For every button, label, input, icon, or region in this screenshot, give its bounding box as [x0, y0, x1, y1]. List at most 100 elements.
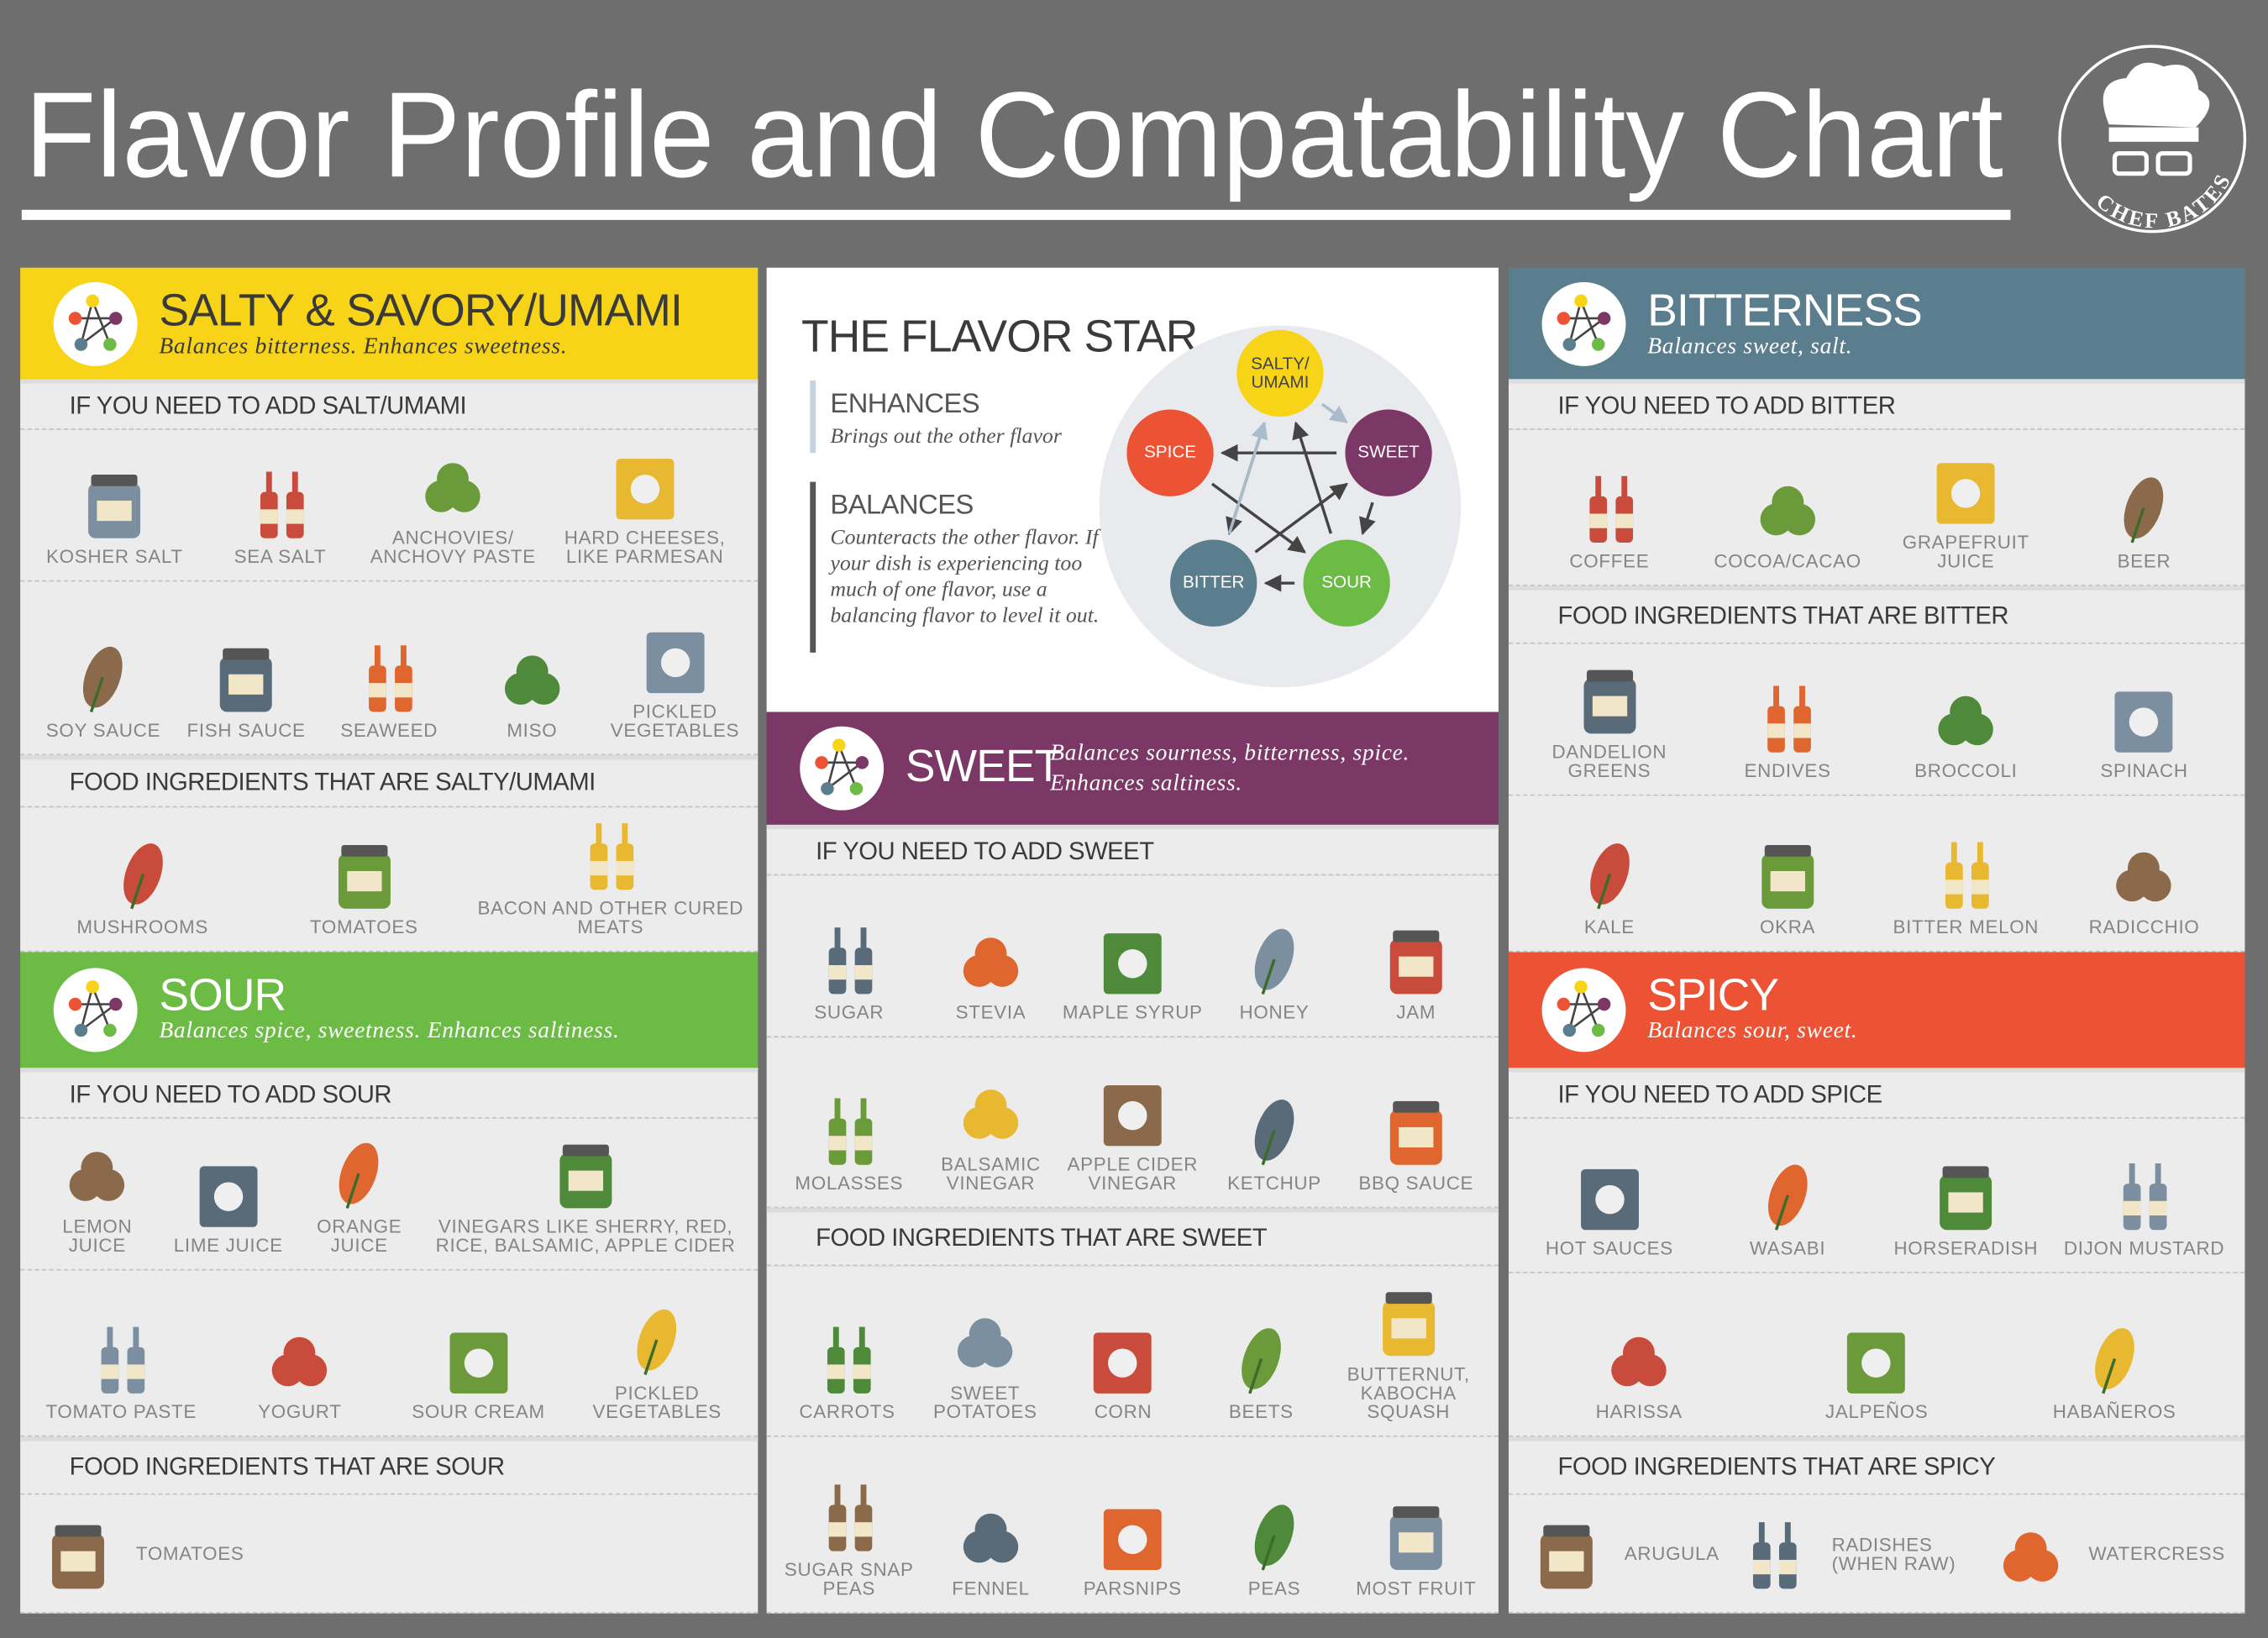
badge-link — [80, 300, 94, 344]
star-node-label: SWEET — [1357, 441, 1420, 462]
flavor-header: SPICY Balances sour, sweet. — [1508, 952, 2245, 1068]
icon — [1241, 1328, 1281, 1394]
item-label: SEAWEED — [340, 719, 438, 741]
item-label: FENNEL — [952, 1577, 1030, 1599]
star-node-label: SALTY/ UMAMI — [1251, 353, 1310, 392]
icon — [1589, 843, 1630, 910]
item-label: LEMON JUICE — [62, 1215, 133, 1257]
icon — [1094, 1332, 1152, 1394]
icon-stem — [346, 1173, 361, 1209]
item-label: KOSHER SALT — [46, 545, 183, 568]
icon-label — [369, 683, 386, 698]
item: HONEY — [1204, 921, 1346, 1021]
icon — [199, 1166, 258, 1227]
icon-label — [260, 509, 277, 524]
icon — [338, 845, 391, 909]
item: TOMATOES — [32, 1515, 747, 1591]
flavor-title: BITTERNESS — [1647, 285, 1922, 336]
badge-link — [80, 1003, 117, 1032]
item-label: JALPEÑOS — [1824, 1400, 1929, 1423]
icon-label — [346, 871, 381, 892]
item-row: TOMATO PASTE YOGURT SOUR CREAM PICKLED VEGE… — [20, 1270, 759, 1437]
icon — [590, 823, 634, 890]
icon — [1938, 696, 1994, 746]
item-row: SUGAR STEVIA MAPLE SYRUP HONEY JAM — [766, 875, 1499, 1038]
icon-label — [1614, 513, 1633, 528]
item-label: JAM — [1396, 1001, 1436, 1023]
badge-link — [1579, 299, 1599, 344]
item-label: SUGAR — [814, 1001, 885, 1023]
title-underline — [21, 209, 2011, 220]
icon-mark — [660, 648, 690, 678]
page-title: Flavor Profile and Compatability Chart — [24, 66, 2003, 202]
item-label: YOGURT — [258, 1400, 342, 1423]
icon-label — [127, 1364, 144, 1379]
icon-neck — [834, 927, 841, 951]
item: BACON AND OTHER CURED MEATS — [475, 817, 746, 937]
item: SOUR CREAM — [389, 1321, 568, 1421]
icon — [449, 1332, 507, 1394]
icon-neck — [834, 1484, 841, 1508]
item-label: ENDIVES — [1744, 759, 1831, 782]
item-label: BUTTERNUT, KABOCHA SQUASH — [1347, 1362, 1470, 1423]
star-node — [1345, 409, 1432, 496]
item: GRAPEFRUIT JUICE — [1877, 451, 2055, 570]
badge-link — [827, 761, 864, 790]
item: SOY SAUCE — [32, 639, 175, 739]
icon — [1254, 928, 1294, 995]
item-row: TOMATOES — [20, 1494, 759, 1614]
icon-stem — [1261, 958, 1276, 995]
item-label: WATERCRESS — [2088, 1542, 2225, 1565]
item: BEETS — [1192, 1321, 1330, 1421]
icon-leaf — [1589, 843, 1630, 905]
icon — [1389, 1100, 1442, 1165]
icon — [828, 927, 873, 995]
item-label: KETCHUP — [1227, 1172, 1321, 1194]
icon-label — [1588, 513, 1607, 528]
item: APPLE CIDER VINEGAR — [1062, 1074, 1204, 1192]
section-heading: IF YOU NEED TO ADD SOUR — [20, 1068, 759, 1119]
icon-neck — [1772, 685, 1779, 710]
icon — [1580, 1168, 1639, 1231]
star-node — [1126, 409, 1214, 496]
icon — [1389, 1506, 1442, 1571]
flavor-badge — [800, 726, 885, 811]
badge-dot — [74, 1023, 88, 1037]
item: SUGAR — [778, 921, 920, 1021]
icon — [2003, 1531, 2059, 1581]
badge-circle — [53, 968, 138, 1053]
item: LEMON JUICE — [32, 1136, 163, 1257]
icon — [1940, 1166, 1992, 1231]
badge-circle — [1541, 281, 1626, 365]
icon-mark — [1951, 479, 1981, 508]
item: FENNEL — [920, 1498, 1062, 1598]
legend-text: Brings out the other flavor — [830, 425, 1062, 449]
item: MUSHROOMS — [32, 837, 254, 937]
icon-label — [97, 501, 133, 522]
badge-dot — [68, 311, 82, 324]
icon-label — [827, 1364, 845, 1379]
icon — [70, 1152, 125, 1201]
section-heading: IF YOU NEED TO ADD SWEET — [766, 824, 1499, 876]
icon — [1936, 463, 1995, 524]
item: SWEET POTATOES — [916, 1302, 1054, 1421]
item-label: APPLE CIDER VINEGAR — [1067, 1152, 1199, 1194]
icon-neck — [860, 927, 867, 951]
logo-glasses — [2112, 151, 2149, 176]
badge-circle — [53, 281, 138, 365]
item-label: BITTER MELON — [1893, 916, 2040, 938]
icon-label — [1399, 1126, 1434, 1148]
icon-neck — [291, 471, 298, 496]
icon-label — [854, 964, 873, 980]
icon — [963, 937, 1019, 987]
badge-link — [1568, 300, 1583, 344]
icon-stem — [1261, 1129, 1276, 1166]
icon-mark — [1861, 1348, 1892, 1378]
item-label: DIJON MUSTARD — [2063, 1236, 2225, 1259]
item-label: COFFEE — [1569, 549, 1650, 572]
item: HOT SAUCES — [1520, 1158, 1698, 1257]
badge-dot — [1562, 337, 1577, 350]
item: WASABI — [1698, 1158, 1877, 1257]
item-label: BEER — [2117, 549, 2171, 572]
icon — [369, 645, 412, 712]
